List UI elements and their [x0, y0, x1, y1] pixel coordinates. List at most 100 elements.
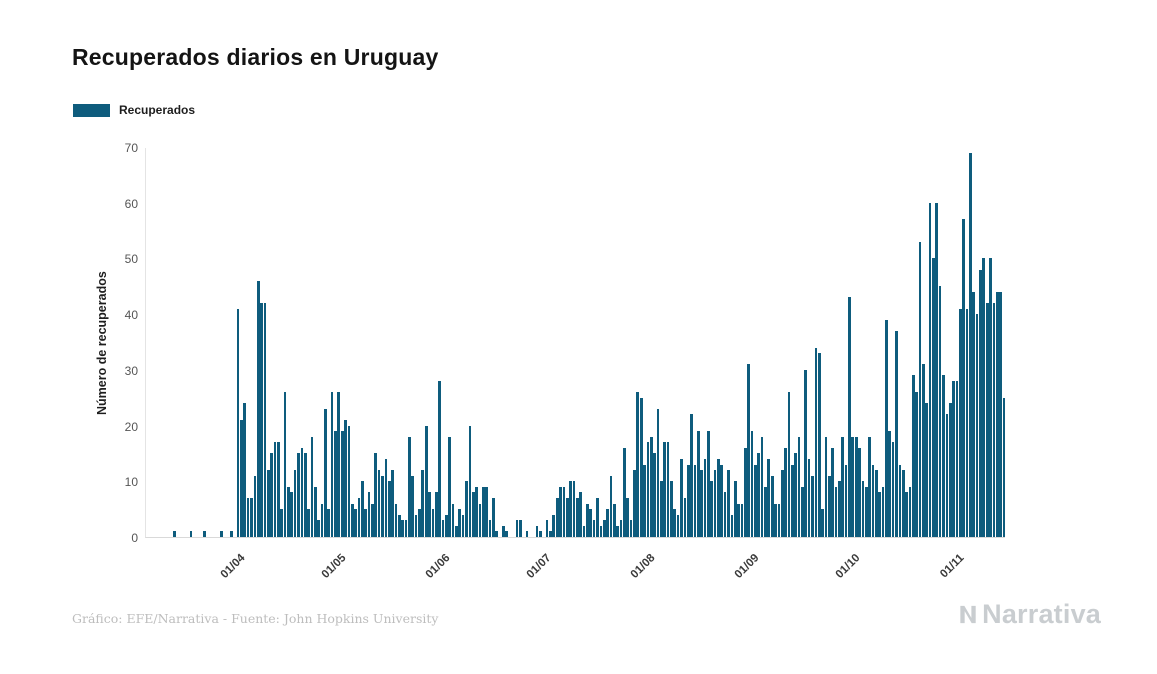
- bar: [942, 375, 945, 537]
- bar: [313, 486, 317, 537]
- bar: [770, 475, 774, 537]
- bar: [972, 291, 976, 537]
- bar: [878, 492, 882, 537]
- bar: [280, 509, 284, 537]
- bar: [565, 498, 569, 537]
- y-axis-tick-labels: 0 10 20 30 40 50 60 70: [104, 141, 138, 545]
- bar: [256, 280, 260, 537]
- bar: [992, 303, 996, 537]
- bar: [599, 525, 603, 537]
- narrativa-logo: Narrativa: [957, 599, 1101, 630]
- bar: [989, 258, 992, 537]
- bar: [673, 509, 677, 537]
- bar: [545, 520, 549, 537]
- bar: [391, 470, 394, 537]
- bar: [330, 392, 334, 537]
- bar: [659, 481, 663, 537]
- bar: [569, 481, 572, 537]
- bar: [283, 392, 287, 537]
- y-tick-label: 0: [131, 531, 138, 545]
- bar: [955, 381, 959, 537]
- bar: [958, 308, 962, 537]
- bar: [471, 492, 475, 537]
- bar: [367, 492, 371, 537]
- bar: [387, 481, 391, 537]
- bar: [633, 470, 636, 537]
- bar: [428, 492, 431, 537]
- plot-area: [145, 148, 1006, 538]
- bar: [243, 403, 247, 537]
- bar: [397, 514, 401, 537]
- bar: [834, 486, 838, 537]
- bar: [952, 381, 955, 537]
- bar: [434, 492, 438, 537]
- bar: [488, 520, 492, 537]
- y-tick-label: 20: [124, 419, 138, 434]
- bar: [481, 486, 485, 537]
- bar: [743, 447, 747, 537]
- bar: [764, 486, 767, 537]
- bar: [700, 470, 703, 537]
- y-tick-label: 60: [124, 196, 138, 211]
- bar: [505, 531, 509, 537]
- bar: [260, 303, 263, 537]
- bar: [586, 503, 589, 537]
- bar: [596, 498, 599, 537]
- bar: [888, 431, 892, 537]
- bar: [760, 436, 764, 537]
- bar: [273, 442, 277, 537]
- narrativa-logo-text: Narrativa: [982, 599, 1101, 629]
- bar: [1002, 397, 1006, 537]
- bar: [582, 525, 586, 537]
- bar: [774, 503, 777, 537]
- bar: [932, 258, 935, 537]
- bar: [680, 459, 683, 537]
- bar: [377, 470, 381, 537]
- bar: [421, 470, 425, 537]
- bar: [465, 481, 468, 537]
- bar: [361, 481, 364, 537]
- legend-label: Recuperados: [119, 103, 196, 117]
- bar: [629, 520, 633, 537]
- bar: [995, 291, 999, 537]
- x-axis-tick-labels: 01/04 01/05 01/06 01/07 01/08 01/09 01/10 01/11: [145, 539, 1025, 601]
- bar: [666, 442, 670, 537]
- bar: [424, 425, 428, 537]
- bar: [885, 319, 888, 537]
- bar: [649, 436, 653, 537]
- bar: [344, 420, 347, 537]
- bar: [623, 447, 626, 537]
- bar: [848, 297, 851, 537]
- bar: [293, 470, 297, 537]
- bar: [871, 464, 875, 537]
- bar: [975, 314, 979, 537]
- y-tick-label: 50: [124, 252, 138, 267]
- bar: [340, 431, 344, 537]
- bar: [320, 503, 324, 537]
- x-tick-label: 01/11: [938, 552, 967, 581]
- bar: [414, 514, 418, 537]
- bar: [663, 442, 667, 537]
- bar: [703, 459, 707, 537]
- bar: [710, 481, 714, 537]
- bar: [817, 353, 821, 537]
- bar: [287, 486, 290, 537]
- bar: [747, 364, 751, 537]
- bar: [915, 392, 918, 537]
- narrativa-logo-icon: [960, 605, 976, 624]
- bar: [824, 436, 828, 537]
- bar: [539, 531, 542, 537]
- y-tick-label: 70: [124, 141, 138, 155]
- y-tick-label: 10: [124, 475, 138, 490]
- bar: [841, 436, 845, 537]
- bar: [646, 442, 650, 537]
- bar: [794, 453, 798, 537]
- bar: [455, 525, 458, 537]
- bar: [979, 269, 982, 537]
- page-title: Recuperados diarios en Uruguay: [72, 44, 439, 70]
- bar: [985, 303, 989, 537]
- bar: [401, 520, 404, 537]
- bar: [324, 408, 327, 537]
- bar: [750, 431, 754, 537]
- bar: [720, 464, 724, 537]
